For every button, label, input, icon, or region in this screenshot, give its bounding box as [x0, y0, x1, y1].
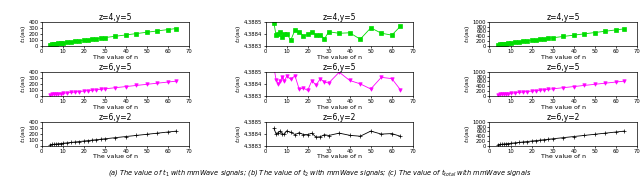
Title: z=6,y=2: z=6,y=2 — [99, 113, 132, 122]
Title: z=6,y=2: z=6,y=2 — [547, 113, 580, 122]
Y-axis label: $t_2$(as): $t_2$(as) — [234, 124, 243, 143]
X-axis label: The value of n: The value of n — [317, 155, 362, 159]
X-axis label: The value of n: The value of n — [93, 55, 138, 60]
Title: z=4,y=5: z=4,y=5 — [547, 13, 580, 22]
Y-axis label: $t_1$(as): $t_1$(as) — [19, 124, 28, 143]
Y-axis label: $t_3$(as): $t_3$(as) — [463, 124, 472, 143]
X-axis label: The value of n: The value of n — [541, 155, 586, 159]
Title: z=4,y=5: z=4,y=5 — [99, 13, 132, 22]
Title: z=6,y=5: z=6,y=5 — [323, 63, 356, 72]
Y-axis label: $t_1$(as): $t_1$(as) — [19, 24, 28, 43]
Y-axis label: $t_3$(as): $t_3$(as) — [463, 24, 472, 43]
X-axis label: The value of n: The value of n — [317, 104, 362, 110]
X-axis label: The value of n: The value of n — [317, 55, 362, 60]
Y-axis label: $t_2$(as): $t_2$(as) — [234, 74, 243, 93]
Y-axis label: $t_3$(as): $t_3$(as) — [463, 74, 472, 93]
X-axis label: The value of n: The value of n — [541, 55, 586, 60]
X-axis label: The value of n: The value of n — [541, 104, 586, 110]
Text: (a) The value of $t_1$ with mmWave signals; (b) The value of $t_2$ with mmWave s: (a) The value of $t_1$ with mmWave signa… — [108, 167, 532, 178]
Y-axis label: $t_2$(as): $t_2$(as) — [234, 24, 243, 43]
Title: z=6,y=2: z=6,y=2 — [323, 113, 356, 122]
Y-axis label: $t_1$(as): $t_1$(as) — [19, 74, 28, 93]
X-axis label: The value of n: The value of n — [93, 155, 138, 159]
Title: z=6,y=5: z=6,y=5 — [547, 63, 580, 72]
Title: z=6,y=5: z=6,y=5 — [99, 63, 132, 72]
X-axis label: The value of n: The value of n — [93, 104, 138, 110]
Title: z=4,y=5: z=4,y=5 — [323, 13, 356, 22]
